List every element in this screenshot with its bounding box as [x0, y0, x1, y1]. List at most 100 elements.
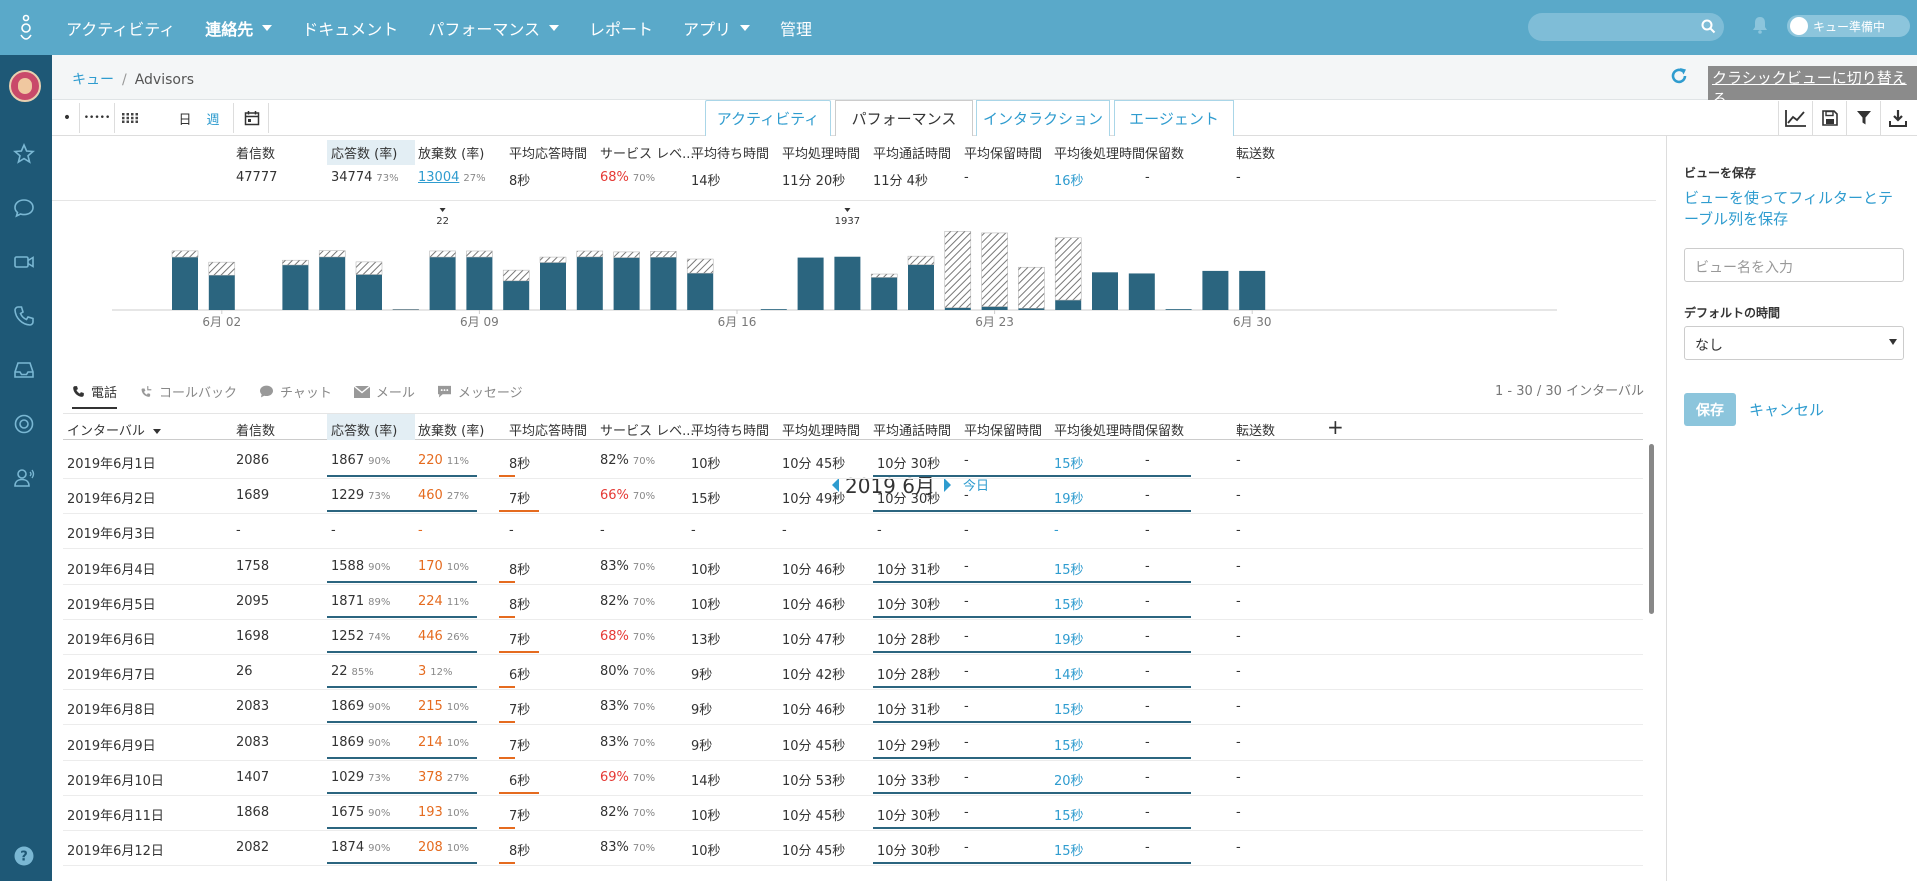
bar-answered[interactable] — [871, 277, 898, 310]
bar-answered[interactable] — [797, 257, 824, 310]
bar-answered[interactable] — [1165, 309, 1192, 310]
media-tab-callback[interactable]: コールバック — [139, 382, 237, 401]
summary-column-header[interactable]: 保留数 — [1145, 147, 1185, 162]
bar-abandoned[interactable] — [686, 258, 714, 274]
bar-abandoned[interactable] — [429, 250, 456, 258]
summary-column-header[interactable]: 着信数 — [236, 147, 276, 162]
summary-column-header[interactable]: 平均処理時間 — [782, 147, 861, 162]
bar-answered[interactable] — [429, 257, 456, 310]
bar-answered[interactable] — [834, 256, 861, 310]
default-time-select[interactable]: なし — [1684, 326, 1904, 360]
summary-column-header[interactable]: 転送数 — [1236, 147, 1276, 162]
star-icon[interactable] — [13, 143, 35, 165]
bar-answered[interactable] — [282, 265, 309, 310]
media-tab-email[interactable]: メール — [353, 382, 415, 401]
media-tab-phone[interactable]: 電話 — [72, 382, 118, 409]
bar-answered[interactable] — [208, 275, 235, 310]
bar-answered[interactable] — [1239, 270, 1266, 310]
bar-abandoned[interactable] — [208, 261, 236, 276]
help-icon[interactable]: ? — [13, 845, 35, 867]
nav-item-3[interactable]: パフォーマンス — [428, 16, 559, 40]
summary-column-header[interactable]: 平均待ち時間 — [691, 147, 770, 162]
table-row[interactable]: 2019年6月8日 2083 1869 90% 215 10% 7秒 83% 70% 9秒 10分 … — [63, 690, 1643, 726]
day-view-button[interactable]: 日 — [178, 112, 192, 128]
bar-answered[interactable] — [540, 262, 566, 310]
table-row[interactable]: 2019年6月12日 2082 1874 90% 208 10% 8秒 83% 70% 10秒 10… — [63, 831, 1643, 867]
bar-abandoned[interactable] — [613, 251, 640, 258]
bar-abandoned[interactable] — [650, 251, 677, 258]
breadcrumb-root-link[interactable]: キュー — [72, 72, 114, 88]
download-button[interactable] — [1880, 101, 1914, 135]
tab-interaction[interactable]: インタラクション — [976, 100, 1110, 136]
cancel-button[interactable]: キャンセル — [1749, 401, 1825, 419]
bar-answered[interactable] — [503, 280, 530, 310]
summary-column-header[interactable]: 平均応答時間 — [509, 147, 588, 162]
bar-answered[interactable] — [908, 264, 934, 310]
table-column-header[interactable]: 保留数 — [1145, 424, 1185, 439]
bar-answered[interactable] — [944, 307, 971, 310]
tab-agent[interactable]: エージェント — [1114, 100, 1234, 136]
table-column-header[interactable]: 平均処理時間 — [782, 424, 861, 439]
bar-abandoned[interactable] — [318, 250, 346, 258]
table-column-header[interactable]: 着信数 — [236, 424, 276, 439]
save-button[interactable]: 保存 — [1684, 393, 1736, 426]
bar-abandoned[interactable] — [981, 232, 1008, 307]
table-column-header[interactable]: 放棄数 (率) — [418, 424, 485, 439]
sort-caret-icon[interactable] — [152, 429, 161, 434]
bar-answered[interactable] — [576, 256, 603, 310]
table-row[interactable]: 2019年6月3日 - - - - - - - - - - - - — [63, 514, 1643, 550]
tab-activity[interactable]: アクティビティ — [705, 100, 831, 136]
table-column-header[interactable]: 平均通話時間 — [873, 424, 952, 439]
table-scrollbar[interactable] — [1649, 444, 1654, 614]
bar-abandoned[interactable] — [466, 250, 493, 258]
summary-column-header[interactable]: 放棄数 (率) — [418, 147, 485, 162]
bar-abandoned[interactable] — [944, 230, 972, 308]
grid-view-button[interactable] — [118, 103, 142, 133]
bar-answered[interactable] — [392, 309, 419, 310]
bar-abandoned[interactable] — [576, 250, 604, 258]
bar-abandoned[interactable] — [502, 269, 530, 282]
tab-performance[interactable]: パフォーマンス — [835, 100, 973, 136]
summary-column-header[interactable]: 応答数 (率) — [327, 140, 415, 165]
phone-icon[interactable] — [13, 305, 35, 327]
bar-answered[interactable] — [466, 257, 493, 310]
table-row[interactable]: 2019年6月6日 1698 1252 74% 446 26% 7秒 68% 70% 13秒 10分… — [63, 620, 1643, 655]
add-column-plus-icon[interactable]: + — [1327, 415, 1344, 439]
queue-status-toggle[interactable]: キュー準備中 — [1787, 15, 1910, 37]
bar-answered[interactable] — [172, 257, 198, 310]
today-link[interactable]: 今日 — [962, 479, 989, 494]
global-search-input[interactable] — [1528, 13, 1724, 41]
bar-answered[interactable] — [1202, 270, 1229, 310]
bar-answered[interactable] — [687, 273, 714, 310]
dot-view-button[interactable]: • — [62, 110, 72, 126]
prev-month-arrow-icon[interactable] — [832, 477, 839, 492]
dots-view-button[interactable]: ••••• — [83, 113, 111, 123]
save-view-button[interactable] — [1812, 101, 1846, 135]
table-column-header[interactable]: 平均後処理時間 — [1054, 424, 1146, 439]
table-column-header[interactable]: 応答数 (率) — [327, 414, 415, 440]
bar-answered[interactable] — [1018, 308, 1045, 310]
table-row[interactable]: 2019年6月7日 26 22 85% 3 12% 6秒 80% 70% 9秒 10分 42秒 10分… — [63, 655, 1643, 691]
table-row[interactable]: 2019年6月11日 1868 1675 90% 193 10% 7秒 82% 70% 10秒 10… — [63, 796, 1643, 831]
table-column-header[interactable]: 平均保留時間 — [964, 424, 1043, 439]
video-icon[interactable] — [13, 251, 35, 273]
bar-answered[interactable] — [319, 256, 346, 310]
calendar-button[interactable] — [238, 103, 266, 133]
next-month-arrow-icon[interactable] — [943, 477, 951, 492]
summary-column-header[interactable]: 平均保留時間 — [964, 147, 1043, 162]
bar-abandoned[interactable] — [355, 261, 383, 275]
week-view-button[interactable]: 週 — [206, 112, 220, 128]
bar-answered[interactable] — [981, 306, 1008, 310]
nav-item-5[interactable]: アプリ — [683, 16, 751, 40]
table-row[interactable]: 2019年6月5日 2095 1871 89% 224 11% 8秒 82% 70% 10秒 10分… — [63, 585, 1643, 620]
bar-answered[interactable] — [1128, 273, 1155, 310]
bar-answered[interactable] — [613, 257, 640, 310]
bar-answered[interactable] — [760, 309, 787, 310]
media-tab-chat[interactable]: チャット — [259, 382, 332, 401]
summary-column-header[interactable]: 平均後処理時間 — [1054, 147, 1146, 162]
nav-item-2[interactable]: ドキュメント — [302, 16, 398, 40]
nav-item-0[interactable]: アクティビティ — [66, 16, 175, 40]
bar-answered[interactable] — [650, 257, 677, 310]
interval-column-header[interactable]: インターバル — [67, 420, 161, 439]
table-column-header[interactable]: 平均応答時間 — [509, 424, 588, 439]
